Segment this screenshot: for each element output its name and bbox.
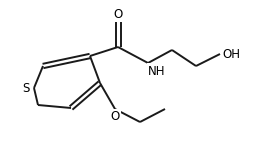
Text: O: O [110, 111, 120, 124]
Text: OH: OH [222, 47, 240, 61]
Text: S: S [22, 81, 30, 95]
Text: O: O [113, 8, 123, 20]
Text: NH: NH [148, 65, 166, 77]
